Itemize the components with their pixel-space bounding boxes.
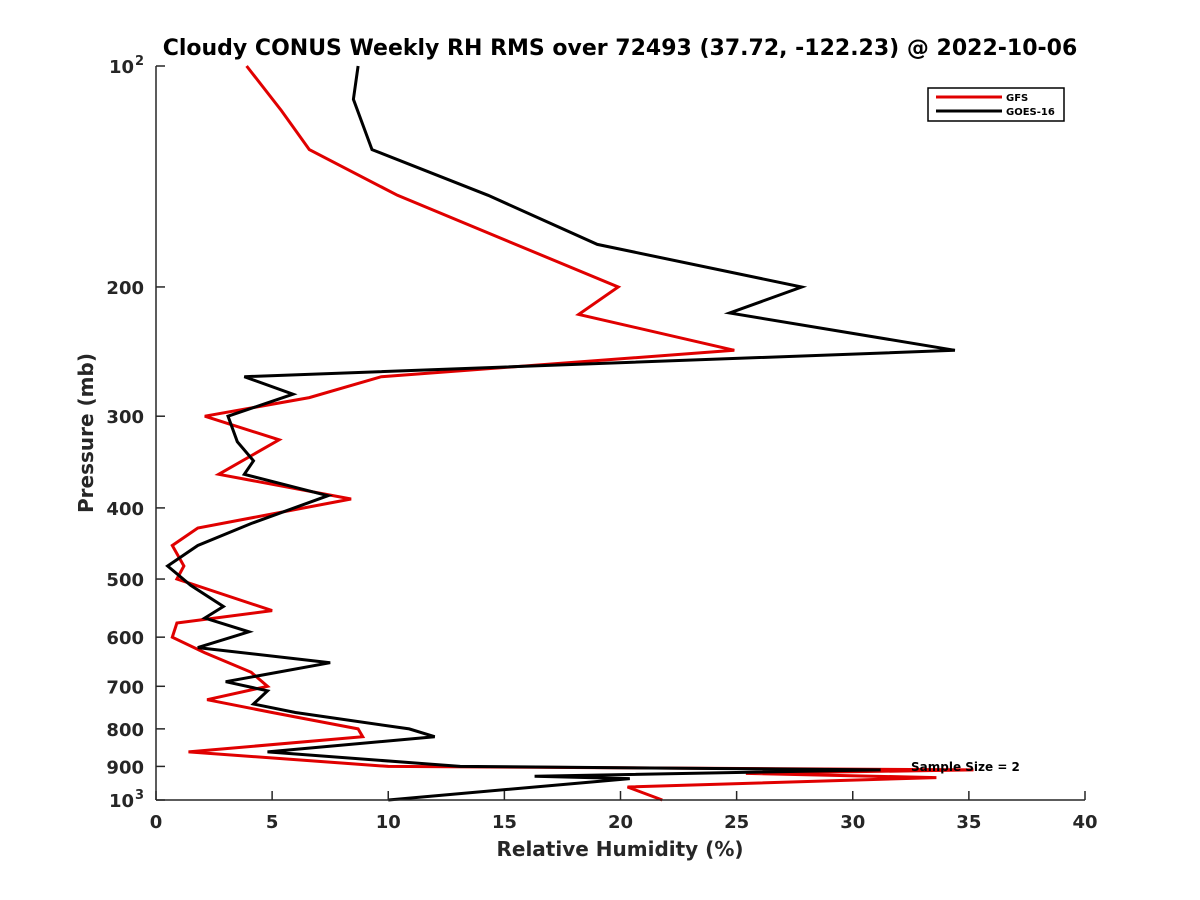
x-axis-label: Relative Humidity (%): [496, 837, 743, 861]
y-tick-exponent: 3: [135, 788, 144, 803]
y-tick-label: 10: [109, 791, 134, 812]
x-tick-label: 30: [840, 812, 865, 833]
y-axis-label: Pressure (mb): [74, 353, 98, 513]
y-tick-label: 700: [106, 677, 144, 698]
x-tick-label: 15: [492, 812, 517, 833]
x-tick-label: 5: [266, 812, 279, 833]
y-tick-label: 10: [109, 57, 134, 78]
legend-label-goes16: GOES-16: [1006, 107, 1055, 118]
chart-title: Cloudy CONUS Weekly RH RMS over 72493 (3…: [163, 36, 1078, 61]
x-tick-label: 35: [956, 812, 981, 833]
x-tick-label: 25: [724, 812, 749, 833]
sample-size-annotation: Sample Size = 2: [911, 760, 1020, 774]
x-tick-label: 20: [608, 812, 633, 833]
y-tick-label: 600: [106, 628, 144, 649]
x-tick-label: 40: [1072, 812, 1097, 833]
y-tick-label: 900: [106, 757, 144, 778]
y-tick-label: 200: [106, 278, 144, 299]
legend: GFS GOES-16: [927, 87, 1065, 122]
y-tick-label: 800: [106, 720, 144, 741]
y-tick-exponent: 2: [135, 54, 144, 69]
x-tick-label: 10: [376, 812, 401, 833]
x-tick-label: 0: [150, 812, 163, 833]
y-tick-label: 300: [106, 407, 144, 428]
legend-label-gfs: GFS: [1006, 93, 1028, 104]
legend-box: [927, 87, 1065, 122]
y-tick-label: 500: [106, 570, 144, 591]
series-line-goes16: [165, 65, 956, 802]
series-line-gfs: [170, 65, 974, 802]
y-tick-label: 400: [106, 499, 144, 520]
